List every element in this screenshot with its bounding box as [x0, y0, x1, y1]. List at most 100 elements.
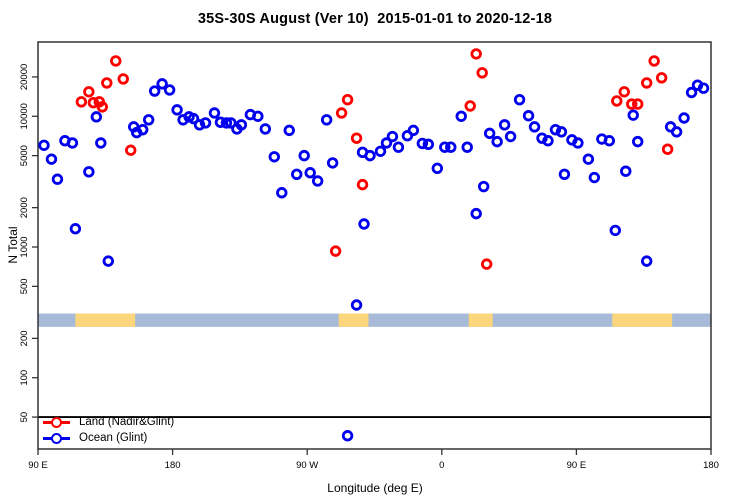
map-band-ocean	[38, 313, 711, 327]
ocean-point	[142, 114, 155, 126]
x-tick-label: 90 E	[28, 460, 48, 471]
ocean-point	[252, 110, 264, 122]
ocean-point	[483, 127, 496, 140]
ocean-point	[214, 116, 227, 128]
ocean-point	[392, 141, 405, 153]
land-point	[101, 77, 113, 89]
legend-label-ocean: Ocean (Glint)	[79, 432, 148, 444]
ocean-point	[350, 299, 363, 311]
map-band-land	[338, 313, 369, 327]
ocean-point	[572, 137, 584, 149]
ocean-point	[461, 141, 473, 153]
ocean-point	[422, 138, 435, 151]
ocean-point	[90, 111, 103, 123]
ocean-point	[45, 153, 58, 165]
land-point	[480, 258, 493, 270]
land-point	[75, 96, 88, 108]
ocean-point	[341, 430, 354, 442]
ocean-legend-circle-icon	[51, 432, 62, 444]
ocean-point	[268, 151, 280, 163]
land-point	[648, 55, 660, 67]
land-point	[341, 93, 354, 106]
x-tick-label: 180	[703, 460, 719, 471]
ocean-point	[199, 117, 212, 129]
y-tick-label: 200	[19, 330, 30, 346]
ocean-point	[431, 162, 444, 175]
ocean-point	[193, 119, 206, 131]
chart-title: 35S-30S August (Ver 10) 2015-01-01 to 20…	[197, 11, 553, 27]
ocean-point	[542, 135, 554, 147]
ocean-point	[69, 223, 82, 235]
plot-border	[37, 41, 712, 450]
map-band-land	[612, 313, 673, 327]
ocean-point	[522, 110, 535, 122]
ocean-point	[156, 78, 168, 90]
legend: Land (Nadir&Glint) Ocean (Glint)	[43, 414, 174, 446]
ocean-point	[326, 157, 339, 169]
land-point	[87, 97, 100, 109]
ocean-point	[380, 137, 393, 149]
ocean-point	[304, 167, 316, 179]
ocean-point	[416, 137, 429, 150]
ocean-point	[220, 117, 233, 129]
ocean-point	[291, 168, 303, 180]
ocean-point	[582, 153, 595, 165]
ocean-point	[498, 119, 511, 131]
land-point	[329, 245, 342, 257]
land-point	[117, 73, 129, 85]
ocean-point	[407, 124, 420, 137]
ocean-point	[445, 141, 457, 153]
ocean-point	[364, 149, 376, 162]
ocean-point	[477, 180, 490, 193]
ocean-point	[298, 149, 310, 162]
y-tick-label: 2000	[19, 197, 30, 218]
land-point	[661, 143, 674, 155]
ocean-point	[276, 187, 288, 199]
ocean-point	[163, 84, 176, 96]
ocean-point	[187, 112, 200, 125]
ocean-point	[102, 255, 114, 267]
ocean-point	[283, 124, 295, 137]
land-point	[83, 86, 95, 98]
ocean-point	[136, 123, 149, 136]
land-point	[464, 100, 476, 112]
ocean-point	[259, 123, 272, 135]
ocean-point	[555, 126, 568, 138]
land-legend-circle-icon	[51, 416, 62, 428]
ocean-point	[95, 137, 107, 149]
land-point	[96, 101, 109, 113]
land-point	[335, 107, 348, 119]
ocean-point	[513, 93, 526, 106]
y-axis-title: N Total	[6, 226, 20, 264]
legend-label-land: Land (Nadir&Glint)	[79, 416, 175, 428]
x-tick-label: 0	[439, 460, 444, 471]
land-point	[476, 67, 488, 79]
land-point	[611, 95, 623, 107]
ocean-point	[678, 112, 690, 124]
ocean-point	[171, 104, 183, 116]
land-point	[655, 72, 668, 84]
ocean-point	[632, 135, 644, 148]
land-point	[356, 178, 369, 191]
ocean-point	[374, 145, 387, 157]
ocean-point	[685, 86, 698, 99]
ocean-point	[439, 141, 451, 153]
x-tick-label: 90 E	[567, 460, 587, 471]
ocean-point	[609, 224, 621, 237]
land-point	[640, 77, 653, 89]
land-point	[125, 144, 137, 156]
y-tick-label: 100	[19, 370, 30, 386]
ocean-point	[640, 255, 653, 267]
legend-item-land: Land (Nadir&Glint)	[43, 414, 174, 430]
map-band-land	[468, 313, 493, 327]
y-tick-label: 500	[19, 278, 30, 294]
ocean-point	[66, 137, 79, 149]
ocean-point	[148, 85, 161, 97]
map-band-land	[75, 313, 136, 327]
ocean-point	[558, 168, 571, 180]
x-tick-label: 90 W	[296, 460, 318, 471]
ocean-point	[697, 82, 710, 94]
ocean-point	[603, 135, 616, 147]
